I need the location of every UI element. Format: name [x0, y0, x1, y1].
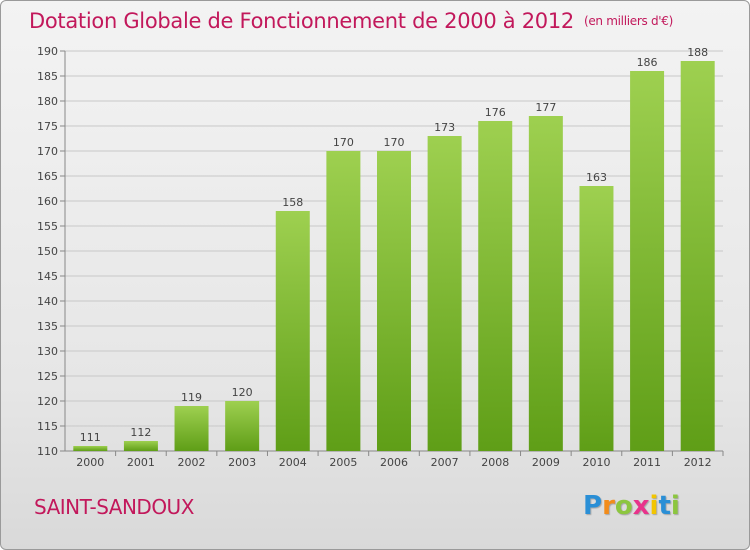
bar-2011 [630, 71, 665, 451]
x-tick-label-2008: 2008 [481, 456, 509, 469]
x-tick-label-2001: 2001 [127, 456, 155, 469]
value-label-2004: 158 [282, 196, 303, 209]
bar-2010 [579, 186, 614, 451]
x-tick-label-2007: 2007 [431, 456, 459, 469]
value-label-2000: 111 [80, 431, 101, 444]
logo-letter: i [670, 491, 680, 521]
value-label-2003: 120 [232, 386, 253, 399]
value-label-2007: 173 [434, 121, 455, 134]
y-tick-label: 170 [37, 145, 58, 158]
bar-2008 [478, 121, 513, 451]
logo-letter: i [649, 491, 659, 521]
proxiti-logo: Proxiti [583, 491, 680, 521]
y-tick-label: 155 [37, 220, 58, 233]
y-tick-label: 180 [37, 95, 58, 108]
value-label-2011: 186 [637, 56, 658, 69]
value-label-2002: 119 [181, 391, 202, 404]
bar-2006 [377, 151, 411, 451]
value-label-2010: 163 [586, 171, 607, 184]
chart-subtitle: (en milliers d'€) [583, 14, 673, 28]
x-tick-label-2011: 2011 [633, 456, 661, 469]
bar-2003 [225, 401, 260, 451]
x-tick-label-2004: 2004 [279, 456, 307, 469]
x-tick-label-2002: 2002 [178, 456, 206, 469]
bars [73, 61, 715, 451]
value-label-2009: 177 [535, 101, 556, 114]
logo-letter: P [583, 491, 603, 521]
chart-title-text: Dotation Globale de Fonctionnement de 20… [29, 9, 574, 33]
y-tick-label: 185 [37, 70, 58, 83]
value-label-2001: 112 [130, 426, 151, 439]
logo-letter: o [614, 491, 633, 521]
chart-title: Dotation Globale de Fonctionnement de 20… [29, 9, 673, 33]
commune-name: SAINT-SANDOUX [34, 495, 194, 519]
value-label-2006: 170 [384, 136, 405, 149]
x-tick-label-2010: 2010 [582, 456, 610, 469]
bar-2005 [326, 151, 361, 451]
bar-2012 [680, 61, 715, 451]
y-tick-label: 120 [37, 395, 58, 408]
y-tick-label: 140 [37, 295, 58, 308]
bar-2002 [174, 406, 209, 451]
bar-2004 [275, 211, 310, 451]
y-tick-label: 135 [37, 320, 58, 333]
x-tick-label-2012: 2012 [684, 456, 712, 469]
y-tick-label: 150 [37, 245, 58, 258]
x-tick-label-2005: 2005 [329, 456, 357, 469]
axes: 1101151201251301351401451501551601651701… [37, 45, 724, 469]
logo-letter: x [632, 491, 650, 521]
logo-letter: t [658, 491, 671, 521]
x-tick-label-2006: 2006 [380, 456, 408, 469]
y-tick-label: 115 [37, 420, 58, 433]
data-labels: 111 112 119 120 158 170 170 173 176 177 163 186 188 [80, 46, 708, 444]
logo-letter: r [602, 491, 615, 521]
value-label-2012: 188 [687, 46, 708, 59]
x-tick-label-2003: 2003 [228, 456, 256, 469]
value-label-2005: 170 [333, 136, 354, 149]
y-tick-label: 165 [37, 170, 58, 183]
y-tick-label: 110 [37, 445, 58, 458]
bar-2000 [73, 446, 108, 451]
y-tick-label: 125 [37, 370, 58, 383]
x-tick-label-2000: 2000 [76, 456, 104, 469]
y-tick-label: 145 [37, 270, 58, 283]
bar-2009 [528, 116, 563, 451]
y-tick-label: 130 [37, 345, 58, 358]
y-tick-label: 160 [37, 195, 58, 208]
y-tick-label: 175 [37, 120, 58, 133]
y-tick-label: 190 [37, 45, 58, 58]
value-label-2008: 176 [485, 106, 506, 119]
bar-2001 [123, 441, 158, 451]
x-tick-label-2009: 2009 [532, 456, 560, 469]
bar-2007 [427, 136, 462, 451]
